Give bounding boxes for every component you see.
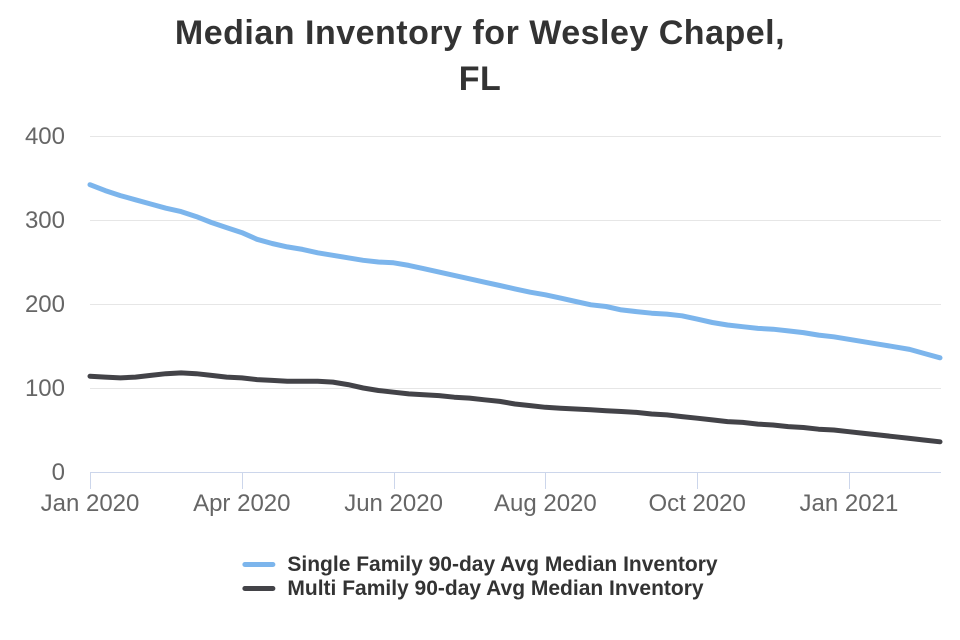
x-axis-label: Apr 2020 bbox=[193, 490, 290, 517]
series-line-single-family[interactable] bbox=[87, 182, 943, 361]
legend-item[interactable]: Single Family 90-day Avg Median Inventor… bbox=[242, 553, 718, 576]
legend-swatch bbox=[242, 562, 276, 567]
x-axis-label: Jan 2020 bbox=[41, 490, 140, 517]
legend-label: Multi Family 90-day Avg Median Inventory bbox=[287, 577, 704, 600]
legend-item[interactable]: Multi Family 90-day Avg Median Inventory bbox=[242, 577, 717, 600]
chart-legend: Single Family 90-day Avg Median Inventor… bbox=[242, 553, 718, 600]
y-axis-label: 300 bbox=[25, 207, 65, 234]
chart-title: Median Inventory for Wesley Chapel, FL bbox=[0, 10, 960, 102]
series-line-multi-family[interactable] bbox=[87, 370, 943, 445]
chart-title-line1: Median Inventory for Wesley Chapel, bbox=[174, 14, 786, 52]
x-axis-label: Oct 2020 bbox=[648, 490, 745, 517]
y-axis-label: 100 bbox=[25, 375, 65, 402]
chart-title-line2: FL bbox=[458, 60, 502, 98]
x-axis-label: Jan 2021 bbox=[800, 490, 899, 517]
legend-label: Single Family 90-day Avg Median Inventor… bbox=[287, 553, 718, 576]
x-axis-label: Jun 2020 bbox=[344, 490, 443, 517]
x-axis-label: Aug 2020 bbox=[494, 490, 597, 517]
legend-swatch bbox=[242, 586, 276, 591]
y-axis-label: 0 bbox=[52, 459, 65, 486]
y-axis-label: 200 bbox=[25, 291, 65, 318]
y-axis-label: 400 bbox=[25, 123, 65, 150]
